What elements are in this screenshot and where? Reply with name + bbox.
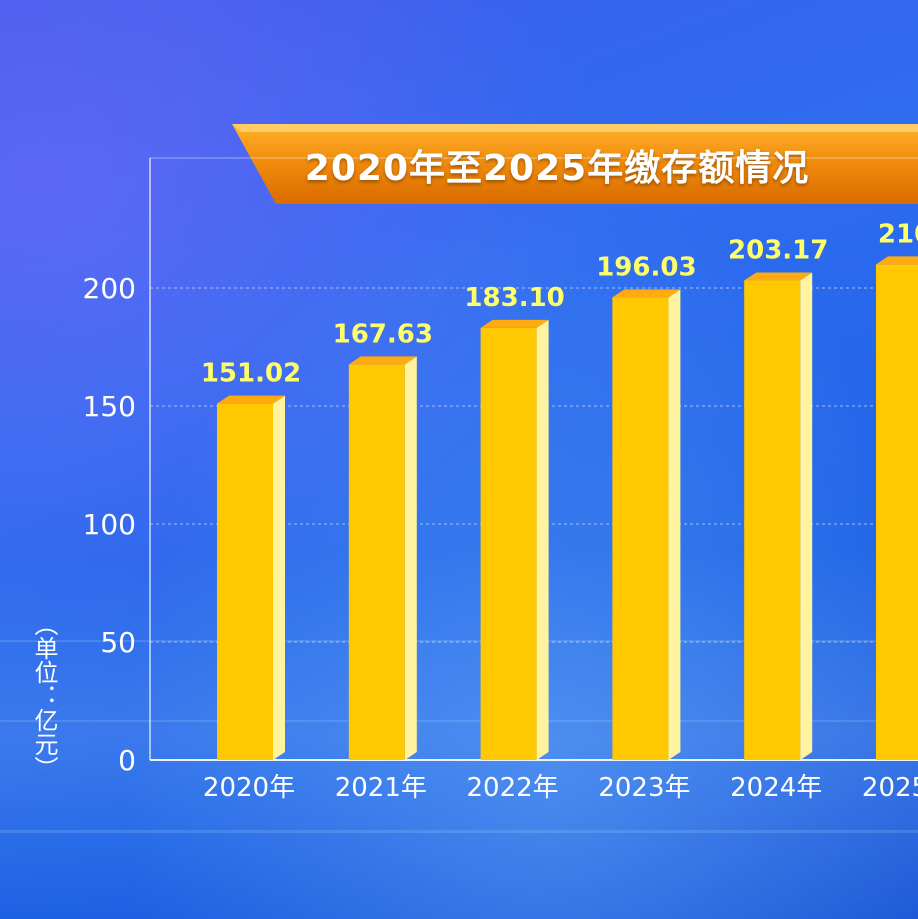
data-label: 183.10 <box>464 283 564 313</box>
y-tick-label: 200 <box>83 272 136 305</box>
bar-side <box>536 319 549 760</box>
title-banner <box>232 124 918 204</box>
y-axis-label: （单位：亿元） <box>30 612 58 780</box>
chart-title: 2020年至2025年缴存额情况 <box>304 148 810 189</box>
y-tick-label: 100 <box>83 508 136 541</box>
bar-side <box>273 395 285 760</box>
bar-top <box>480 319 549 328</box>
bar <box>480 327 537 760</box>
bar-top <box>348 356 417 365</box>
data-label: 196.03 <box>596 252 696 282</box>
background-line <box>0 640 918 642</box>
x-tick-label: 2020年 <box>203 773 295 803</box>
x-tick-label: 2023年 <box>598 773 690 803</box>
x-tick-label: 2022年 <box>467 773 559 803</box>
y-tick-label: 50 <box>100 626 136 659</box>
background-line <box>0 830 918 833</box>
bar <box>612 297 669 760</box>
y-tick-label: 0 <box>118 744 136 777</box>
bar-side <box>800 272 813 760</box>
data-label: 167.63 <box>333 319 433 349</box>
bar <box>876 264 918 760</box>
data-label: 203.17 <box>728 236 828 266</box>
bar <box>348 364 405 760</box>
bar-side <box>668 289 681 760</box>
bar-side <box>404 356 417 760</box>
x-tick-label: 2024年 <box>730 773 822 803</box>
x-tick-label: 2021年 <box>335 773 427 803</box>
x-tick-label: 2025年 <box>862 773 918 803</box>
background-line <box>0 720 918 722</box>
bar <box>217 403 273 760</box>
data-label: 210. <box>878 219 918 249</box>
bar-top <box>217 395 285 404</box>
bar-top <box>876 256 918 265</box>
bar <box>744 280 801 760</box>
y-tick-label: 150 <box>83 390 136 423</box>
data-label: 151.02 <box>201 359 301 389</box>
bar-top <box>744 272 813 281</box>
bar-top <box>612 289 681 298</box>
